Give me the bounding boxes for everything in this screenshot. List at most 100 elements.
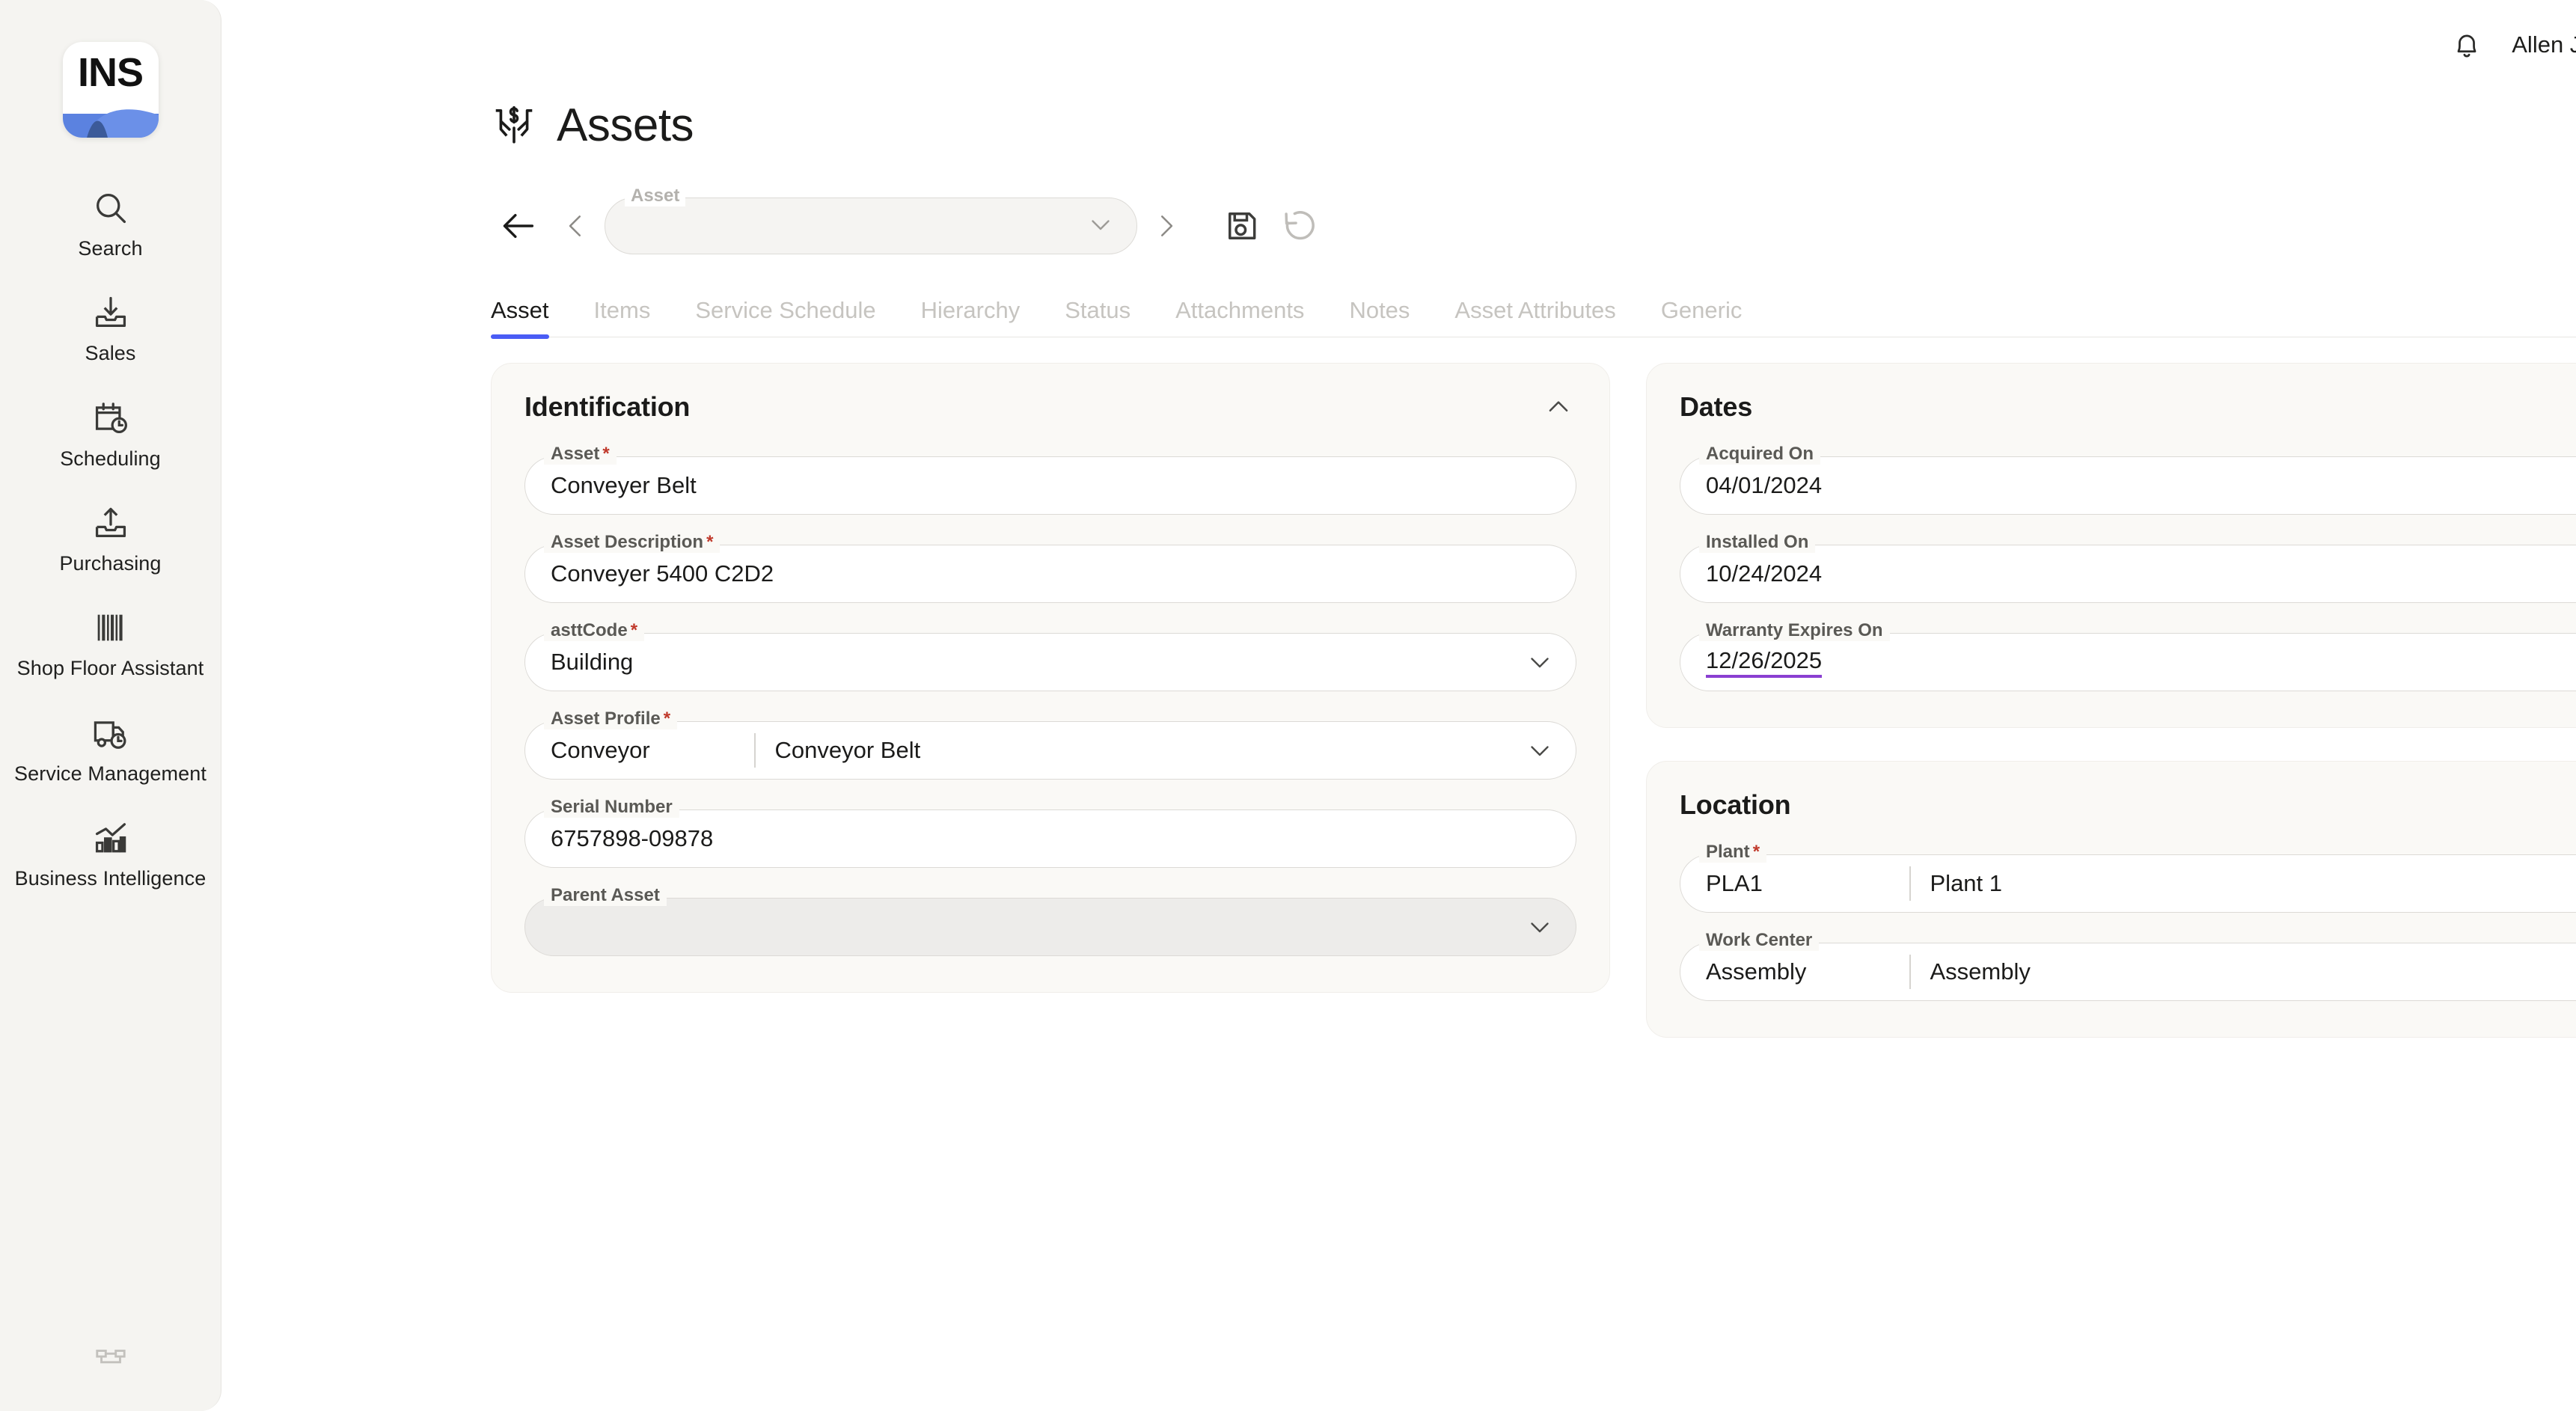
field-value: 12/26/2025 bbox=[1706, 647, 1823, 678]
asset-input[interactable]: Conveyer Belt bbox=[524, 456, 1576, 515]
app-logo[interactable]: INS bbox=[62, 42, 159, 138]
sitemap-icon[interactable] bbox=[0, 1342, 221, 1377]
chevron-up-icon[interactable] bbox=[1541, 389, 1576, 425]
field-label: asttCode * bbox=[544, 620, 645, 641]
installed-on-input[interactable]: 10/24/2024 bbox=[1680, 545, 2576, 603]
form-content: Identification Asset * Conveyer Belt Asse… bbox=[491, 363, 2576, 1411]
field-work-center: Work Center Assembly Assembly bbox=[1680, 930, 2576, 1001]
field-label: Acquired On bbox=[1699, 444, 1821, 465]
field-label: Asset Description * bbox=[544, 532, 721, 553]
asset-select-label: Asset bbox=[625, 186, 686, 206]
chevron-right-icon[interactable] bbox=[1137, 198, 1194, 254]
chevron-down-icon bbox=[1526, 649, 1553, 676]
tab-notes[interactable]: Notes bbox=[1349, 297, 1410, 337]
work-center-select[interactable]: Assembly Assembly bbox=[1680, 943, 2576, 1001]
sidebar-item-business-intelligence[interactable]: Business Intelligence bbox=[0, 817, 221, 890]
right-column: Dates Acquired On 04/01/2024 bbox=[1646, 363, 2576, 1038]
warranty-expires-on-input[interactable]: 12/26/2025 bbox=[1680, 633, 2576, 691]
field-value: 10/24/2024 bbox=[1706, 560, 1823, 587]
chevron-down-icon bbox=[1526, 913, 1553, 940]
tab-generic[interactable]: Generic bbox=[1661, 297, 1743, 337]
chevron-down-icon bbox=[1526, 737, 1553, 764]
tab-items[interactable]: Items bbox=[594, 297, 651, 337]
serial-number-input[interactable]: 6757898-09878 bbox=[524, 809, 1576, 868]
field-serial-number: Serial Number 6757898-09878 bbox=[524, 797, 1576, 868]
download-tray-icon bbox=[90, 292, 132, 334]
dates-panel: Dates Acquired On 04/01/2024 bbox=[1646, 363, 2576, 728]
page-header: Assets bbox=[221, 90, 2576, 152]
astt-code-select[interactable]: Building bbox=[524, 633, 1576, 691]
sidebar-item-sales[interactable]: Sales bbox=[0, 292, 221, 365]
tab-label: Generic bbox=[1660, 297, 1743, 323]
top-bar: Allen Johnson bbox=[221, 0, 2576, 90]
bell-icon[interactable] bbox=[2447, 25, 2486, 64]
panel-title: Dates bbox=[1680, 391, 1753, 422]
tab-asset[interactable]: Asset bbox=[491, 297, 549, 339]
barcode-icon bbox=[90, 607, 132, 649]
field-acquired-on: Acquired On 04/01/2024 bbox=[1680, 444, 2576, 515]
chevron-left-icon[interactable] bbox=[548, 198, 605, 254]
acquired-on-input[interactable]: 04/01/2024 bbox=[1680, 456, 2576, 515]
arrow-left-icon[interactable] bbox=[491, 198, 548, 254]
asset-description-input[interactable]: Conveyer 5400 C2D2 bbox=[524, 545, 1576, 603]
save-floppy-icon[interactable] bbox=[1214, 198, 1270, 254]
tab-status[interactable]: Status bbox=[1065, 297, 1131, 337]
bar-chart-icon bbox=[90, 817, 132, 859]
tab-asset-attributes[interactable]: Asset Attributes bbox=[1454, 297, 1615, 337]
tab-attachments[interactable]: Attachments bbox=[1175, 297, 1304, 337]
asset-profile-select[interactable]: Conveyor Conveyor Belt bbox=[524, 721, 1576, 780]
required-marker: * bbox=[663, 708, 671, 729]
field-label: Parent Asset bbox=[544, 885, 667, 906]
sidebar-item-search[interactable]: Search bbox=[0, 187, 221, 260]
field-label: Serial Number bbox=[544, 797, 679, 818]
field-description: Conveyor Belt bbox=[774, 737, 921, 763]
field-astt-code: asttCode * Building bbox=[524, 620, 1576, 691]
location-panel-header: Location bbox=[1680, 787, 2576, 823]
sidebar-item-purchasing[interactable]: Purchasing bbox=[0, 502, 221, 575]
sidebar: INS Search Sales bbox=[0, 0, 221, 1411]
sidebar-item-label: Service Management bbox=[14, 762, 206, 785]
tab-hierarchy[interactable]: Hierarchy bbox=[921, 297, 1021, 337]
field-value: 04/01/2024 bbox=[1706, 472, 1823, 498]
tab-label: Asset bbox=[491, 297, 549, 323]
panel-title: Identification bbox=[524, 391, 691, 422]
tab-label: Attachments bbox=[1175, 297, 1305, 323]
main-area: Allen Johnson bbox=[221, 0, 2576, 1411]
field-divider bbox=[1909, 955, 1911, 989]
plant-select[interactable]: PLA1 Plant 1 bbox=[1680, 854, 2576, 913]
sidebar-item-label: Shop Floor Assistant bbox=[16, 657, 204, 680]
field-asset-profile: Asset Profile * Conveyor Conveyor Belt bbox=[524, 708, 1576, 780]
search-icon bbox=[90, 187, 132, 229]
field-code: Assembly bbox=[1706, 958, 1807, 985]
chevron-down-icon bbox=[1087, 211, 1114, 242]
upload-tray-icon bbox=[90, 502, 132, 544]
sidebar-item-shop-floor-assistant[interactable]: Shop Floor Assistant bbox=[0, 607, 221, 680]
tab-label: Status bbox=[1065, 297, 1131, 323]
sidebar-nav: Search Sales Scheduling Purchasing bbox=[0, 187, 221, 922]
panel-title: Location bbox=[1680, 789, 1791, 820]
sidebar-item-service-management[interactable]: Service Management bbox=[0, 712, 221, 786]
field-asset: Asset * Conveyer Belt bbox=[524, 444, 1576, 515]
sidebar-item-label: Sales bbox=[85, 342, 136, 365]
tab-label: Notes bbox=[1349, 297, 1410, 323]
required-marker: * bbox=[630, 620, 638, 640]
sidebar-item-label: Scheduling bbox=[60, 447, 161, 470]
sidebar-item-scheduling[interactable]: Scheduling bbox=[0, 397, 221, 471]
tab-label: Asset Attributes bbox=[1454, 297, 1616, 323]
asset-select[interactable]: Asset bbox=[605, 186, 1137, 254]
field-label: Asset Profile * bbox=[544, 708, 678, 729]
field-label: Installed On bbox=[1699, 532, 1816, 553]
field-divider bbox=[754, 733, 756, 768]
undo-icon[interactable] bbox=[1270, 198, 1327, 254]
field-label: Warranty Expires On bbox=[1699, 620, 1890, 641]
field-value: Building bbox=[551, 649, 634, 675]
tab-service-schedule[interactable]: Service Schedule bbox=[695, 297, 875, 337]
truck-clock-icon bbox=[90, 712, 132, 754]
field-code: PLA1 bbox=[1706, 870, 1763, 896]
calendar-clock-icon bbox=[90, 397, 132, 439]
logo-text: INS bbox=[77, 50, 144, 95]
parent-asset-select[interactable] bbox=[524, 898, 1576, 956]
tabs: Asset Items Service Schedule Hierarchy S… bbox=[491, 297, 2576, 339]
identification-panel: Identification Asset * Conveyer Belt Asse… bbox=[491, 363, 1610, 993]
